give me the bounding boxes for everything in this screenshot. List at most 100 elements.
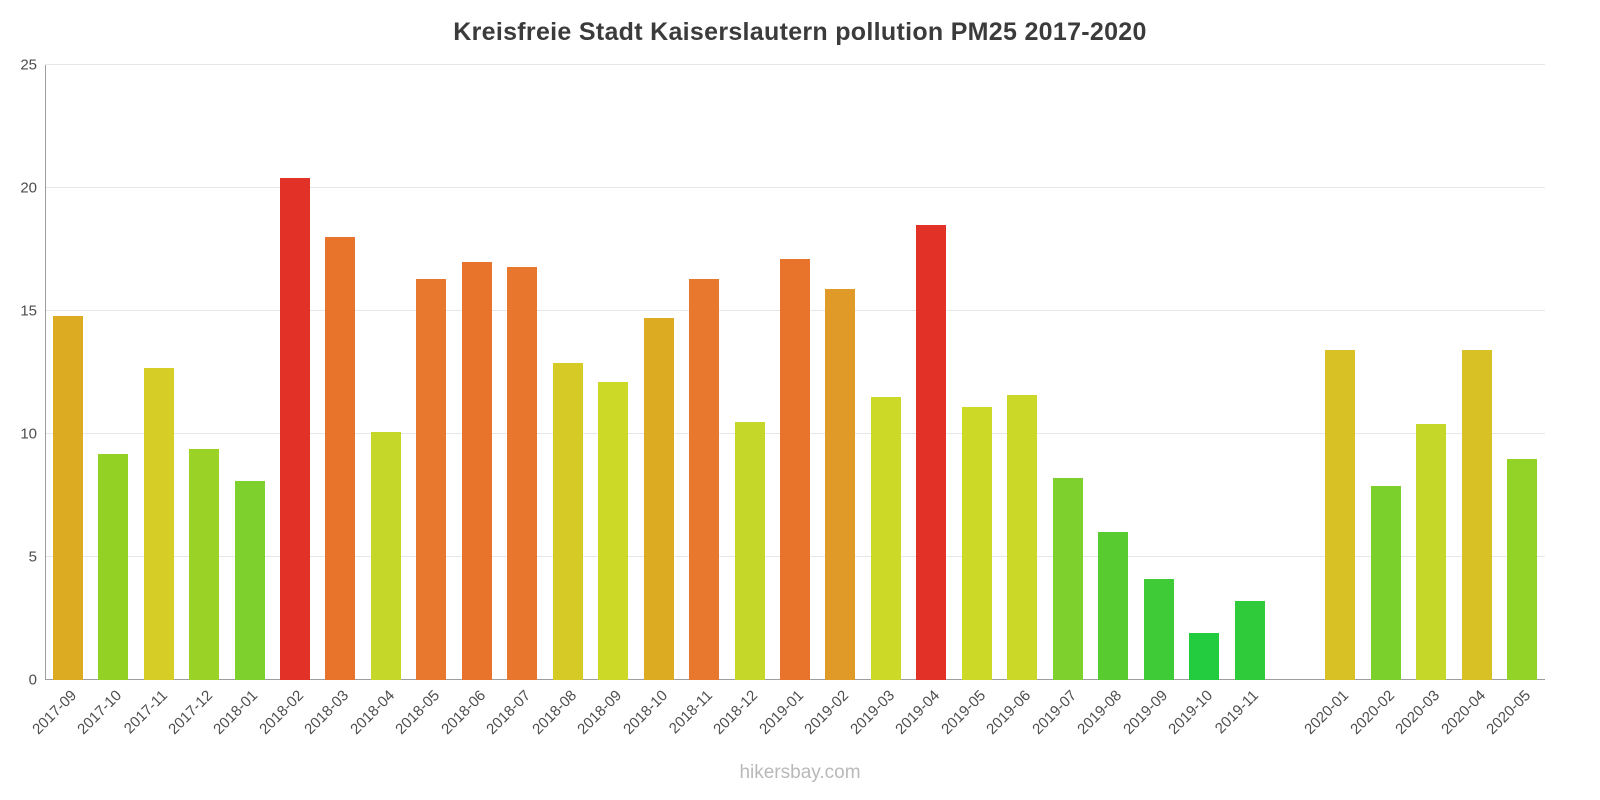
bar-2019-10 (1189, 633, 1220, 680)
x-axis-label: 2019-03 (846, 687, 898, 738)
bar-slot: 2020-04 (1438, 65, 1499, 738)
bar-slot: 2020-02 (1347, 65, 1408, 738)
bar-slot: 2018-12 (711, 65, 772, 738)
x-axis-label: 2018-07 (483, 687, 535, 738)
bar-slot: 2020-01 (1301, 65, 1363, 738)
bar-2018-08 (552, 362, 583, 680)
bar-slot: 2019-05 (938, 65, 999, 738)
x-axis-label: 2018-09 (574, 687, 626, 738)
chart-figure: 2017-09 2017-10 2017-11 2017-12 2018-01 2018-… (20, 57, 1545, 738)
x-axis-label: 2018-02 (256, 687, 308, 738)
x-axis-label: 2018-12 (710, 687, 762, 738)
bar-2018-01 (234, 480, 265, 680)
x-axis-label: 2018-04 (346, 687, 398, 738)
bar-2020-04 (1461, 350, 1492, 680)
x-axis-label: 2020-01 (1301, 687, 1353, 738)
y-axis-label: 5 (28, 548, 37, 566)
plot-area: 2017-09 2017-10 2017-11 2017-12 2018-01 2018-… (29, 65, 1545, 738)
x-axis-label: 2018-03 (301, 687, 353, 738)
bar-slot: 2018-10 (620, 65, 681, 738)
bar-2020-03 (1416, 424, 1447, 680)
x-axis-label: 2020-04 (1437, 687, 1489, 738)
bar-2020-01 (1325, 350, 1356, 680)
bar-slot: 2019-11 (1211, 65, 1272, 737)
x-axis-label: 2020-02 (1346, 687, 1398, 738)
bar-slot: 2019-04 (892, 65, 954, 738)
x-axis-label: 2017-09 (28, 687, 80, 738)
x-axis-label: 2018-11 (665, 687, 717, 738)
bar-slot: 2019-06 (983, 65, 1045, 738)
bar-2018-09 (598, 382, 629, 680)
bar-2018-02 (279, 178, 310, 680)
bar-slot: 2018-11 (666, 65, 726, 737)
x-axis-label: 2019-11 (1211, 687, 1262, 738)
bar-2019-09 (1143, 579, 1174, 680)
x-axis-label: 2019-05 (937, 687, 989, 738)
bar-2020-05 (1507, 458, 1538, 680)
bar-slot: 2018-02 (256, 65, 317, 738)
x-axis-label: 2017-10 (74, 687, 126, 738)
bar-2018-04 (370, 431, 401, 680)
bar-slot: 2018-03 (302, 65, 363, 738)
bar-2019-03 (870, 397, 901, 680)
x-axis-label: 2017-12 (165, 687, 217, 738)
x-axis-label: 2017-11 (120, 687, 171, 738)
bar-slot: 2019-02 (802, 65, 863, 738)
bar-2019-01 (779, 259, 810, 680)
x-axis-label: 2019-08 (1074, 687, 1126, 738)
bar-2019-08 (1098, 532, 1129, 680)
x-axis-label: 2019-01 (756, 687, 808, 738)
bar-2020-02 (1370, 485, 1401, 680)
bar-2019-07 (1052, 478, 1083, 680)
bar-slot: 2020-03 (1392, 65, 1454, 738)
bar-2018-03 (325, 237, 356, 680)
x-axis-label: 2019-09 (1119, 687, 1171, 738)
x-axis-label: 2020-05 (1483, 687, 1535, 738)
bar-slot: 2017-09 (29, 65, 90, 738)
bar-2018-06 (461, 261, 492, 680)
bar-slot: 2018-05 (392, 65, 454, 738)
bar-2019-02 (825, 288, 856, 680)
y-axis-label: 0 (28, 671, 37, 689)
bar-slot: 2019-03 (847, 65, 908, 738)
bar-slot: 2019-10 (1165, 65, 1226, 738)
bar-slot: 2018-07 (483, 65, 545, 738)
x-axis-label: 2019-02 (801, 687, 853, 738)
bar-2018-07 (507, 266, 538, 680)
bar-slot: 2020-05 (1483, 65, 1545, 738)
bar-slot: 2019-09 (1120, 65, 1181, 738)
bar-2017-10 (98, 453, 129, 680)
bar-slot: 2018-04 (347, 65, 408, 738)
x-axis-label: 2019-10 (1165, 687, 1217, 738)
y-axis-label: 20 (20, 179, 37, 197)
bar-slot: 2017-11 (121, 65, 181, 737)
bar-slot: 2018-01 (211, 65, 272, 738)
x-axis-label: 2018-05 (392, 687, 444, 738)
bar-slot (1272, 65, 1317, 680)
bar-2019-05 (961, 406, 992, 680)
y-axis-label: 10 (20, 425, 37, 443)
bar-slot: 2018-06 (438, 65, 499, 738)
bar-2019-06 (1007, 394, 1038, 680)
bar-slot: 2018-08 (529, 65, 590, 738)
bar-2017-12 (189, 448, 220, 680)
bar-2018-11 (689, 279, 720, 680)
x-axis-label: 2019-07 (1028, 687, 1080, 738)
bar-slot: 2017-10 (74, 65, 135, 738)
x-axis-label: 2018-01 (210, 687, 262, 738)
gridline (45, 64, 1545, 65)
x-axis-label: 2019-06 (983, 687, 1035, 738)
gridline (45, 187, 1545, 188)
bar-2018-05 (416, 279, 447, 680)
bar-slot: 2019-07 (1029, 65, 1090, 738)
bar-2017-11 (143, 367, 174, 680)
x-axis-label: 2018-08 (528, 687, 580, 738)
page-title: Kreisfreie Stadt Kaiserslautern pollutio… (453, 18, 1147, 46)
bar-slot: 2018-09 (574, 65, 635, 738)
bar-2019-11 (1234, 601, 1265, 680)
x-axis-label: 2018-10 (619, 687, 671, 738)
x-axis-label: 2019-04 (892, 687, 944, 738)
x-axis-label: 2018-06 (437, 687, 489, 738)
bar-2019-04 (916, 224, 947, 680)
bar-slot: 2019-08 (1074, 65, 1135, 738)
